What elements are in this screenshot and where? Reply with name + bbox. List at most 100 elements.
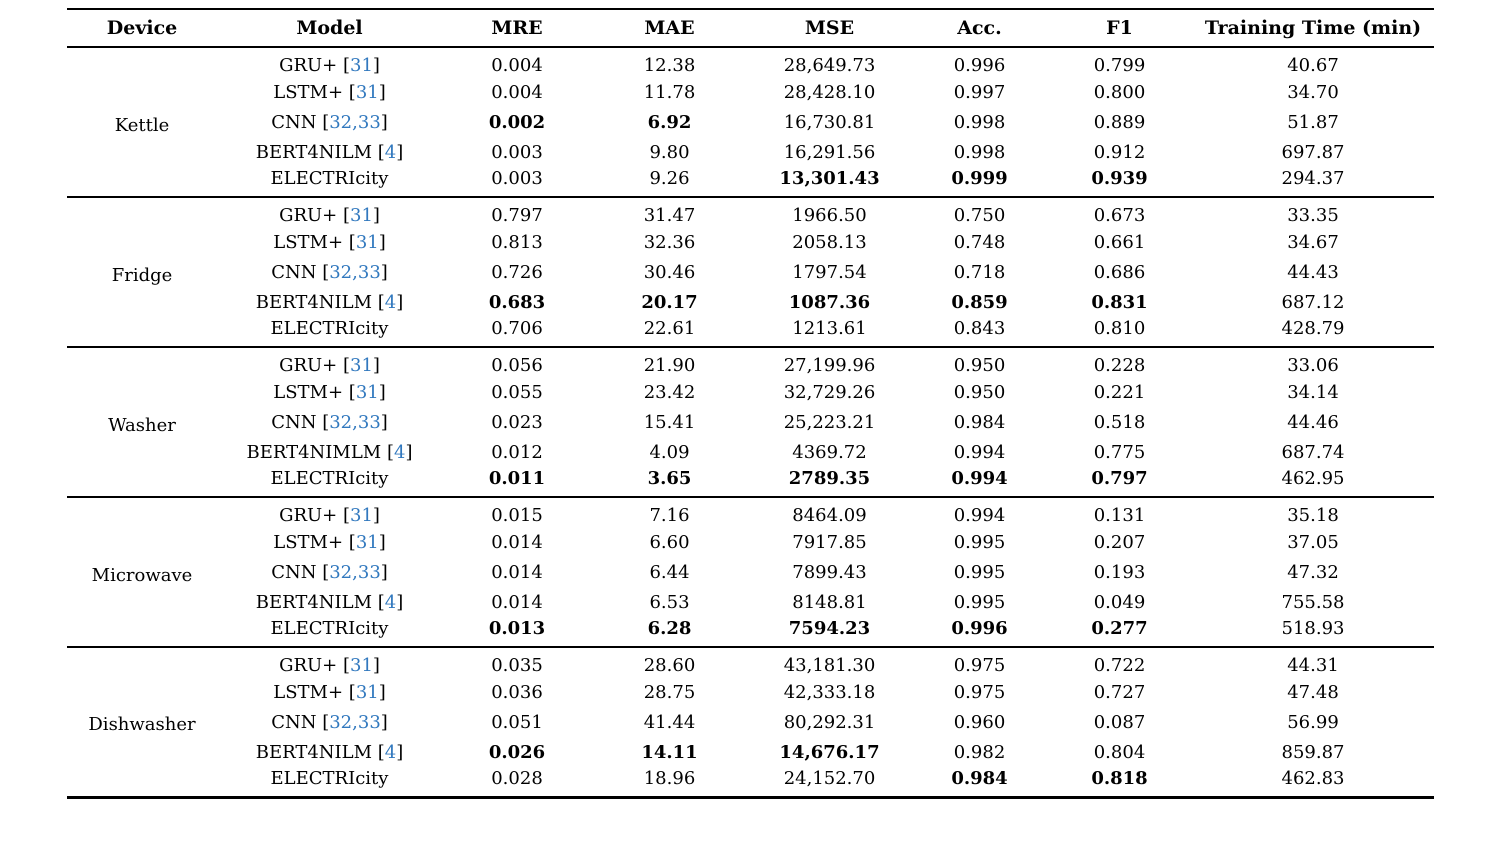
citation-link[interactable]: 31 [355, 531, 379, 553]
metric-cell: 24,152.70 [783, 767, 876, 789]
metric-cell: 0.813 [491, 231, 543, 253]
citation-link[interactable]: 31 [350, 205, 373, 226]
citation-link[interactable]: 32,33 [329, 711, 381, 733]
model-name: LSTM+ [273, 681, 344, 703]
metric-cell: 0.748 [953, 231, 1006, 253]
citation-link[interactable]: 32,33 [329, 111, 381, 133]
model-name: ELECTRIcity [270, 767, 389, 789]
metric-cell: 9.80 [649, 141, 690, 163]
metric-cell: 0.014 [491, 531, 543, 553]
model-name: GRU+ [279, 505, 338, 526]
metric-cell: 294.37 [1281, 168, 1345, 189]
metric-cell: 47.32 [1287, 561, 1339, 583]
model-cell: CNN [32,33] [271, 111, 388, 133]
metric-cell: 0.831 [1091, 291, 1148, 313]
table-row: BERT4NILM [4] 0.026 14.11 14,676.17 0.982 0.8… [67, 737, 1434, 767]
metric-cell: 15.41 [643, 411, 696, 433]
device-section: Microwave GRU+ [31] 0.015 7.16 8464.09 0.994 0… [67, 497, 1434, 647]
metric-cell: 0.014 [491, 561, 543, 583]
citation-link[interactable]: 32,33 [329, 411, 381, 433]
metric-cell: 0.087 [1093, 711, 1146, 733]
metric-cell: 0.035 [491, 655, 543, 676]
metric-cell: 0.975 [953, 655, 1006, 676]
metric-cell: 0.221 [1093, 381, 1146, 403]
metric-cell: 80,292.31 [783, 711, 876, 733]
metric-cell: 0.998 [953, 141, 1006, 163]
metric-cell: 27,199.96 [783, 355, 876, 376]
model-cell: BERT4NILM [4] [255, 741, 404, 763]
metric-cell: 7917.85 [792, 531, 867, 553]
metric-cell: 20.17 [641, 291, 698, 313]
citation-link[interactable]: 4 [384, 591, 397, 613]
metric-cell: 0.131 [1093, 505, 1146, 526]
column-header-acc: Acc. [957, 17, 1002, 39]
metric-cell: 0.686 [1093, 261, 1146, 283]
citation-link[interactable]: 4 [384, 291, 397, 313]
table-row: CNN [32,33] 0.014 6.44 7899.43 0.995 0.193 47.… [67, 557, 1434, 587]
table-row: CNN [32,33] 0.002 6.92 16,730.81 0.998 0.889 5… [67, 107, 1434, 137]
model-cell: ELECTRIcity [217, 617, 442, 647]
citation-link[interactable]: 31 [355, 681, 379, 703]
model-name: GRU+ [279, 55, 338, 76]
metric-cell: 0.999 [951, 168, 1008, 189]
metric-cell: 0.049 [1093, 591, 1146, 613]
citation-link[interactable]: 32,33 [329, 261, 381, 283]
model-cell: BERT4NIMLM [4] [246, 441, 413, 463]
metric-cell: 697.87 [1281, 141, 1345, 163]
metric-cell: 0.207 [1093, 531, 1146, 553]
metric-cell: 0.994 [951, 468, 1008, 489]
model-cell: ELECTRIcity [217, 767, 442, 797]
table-header: Device Model MRE MAE MSE Acc. F1 Trainin… [67, 9, 1434, 47]
metric-cell: 33.35 [1287, 205, 1339, 226]
citation-link[interactable]: 31 [350, 55, 373, 76]
metric-cell: 0.996 [951, 618, 1008, 639]
model-cell: CNN [32,33] [271, 561, 388, 583]
metric-cell: 0.982 [953, 741, 1006, 763]
table-row: BERT4NILM [4] 0.683 20.17 1087.36 0.859 0.831… [67, 287, 1434, 317]
metric-cell: 0.003 [491, 168, 543, 189]
column-header-training-time: Training Time (min) [1204, 17, 1422, 39]
table-row: ELECTRIcity 0.706 22.61 1213.61 0.843 0.810 42… [67, 317, 1434, 347]
metric-cell: 6.60 [649, 531, 690, 553]
citation-link[interactable]: 31 [355, 231, 379, 253]
metric-cell: 755.58 [1281, 591, 1345, 613]
metric-cell: 1797.54 [792, 261, 867, 283]
citation-link[interactable]: 31 [355, 381, 379, 403]
column-header-mre: MRE [491, 17, 543, 39]
column-header-mae: MAE [644, 17, 695, 39]
citation-link[interactable]: 31 [350, 655, 373, 676]
model-cell: CNN [32,33] [271, 261, 388, 283]
table-row: LSTM+ [31] 0.036 28.75 42,333.18 0.975 0.727 4… [67, 677, 1434, 707]
metric-cell: 0.818 [1091, 767, 1148, 789]
metric-cell: 0.975 [953, 681, 1006, 703]
model-name: ELECTRIcity [270, 168, 389, 189]
citation-link[interactable]: 31 [350, 505, 373, 526]
model-name: LSTM+ [273, 381, 344, 403]
citation-link[interactable]: 4 [394, 441, 406, 463]
metric-cell: 0.960 [953, 711, 1006, 733]
metric-cell: 6.44 [649, 561, 690, 583]
metric-cell: 44.31 [1287, 655, 1339, 676]
metric-cell: 428.79 [1281, 318, 1345, 339]
metric-cell: 0.011 [488, 468, 546, 489]
metric-cell: 28.75 [643, 681, 696, 703]
citation-link[interactable]: 32,33 [329, 561, 381, 583]
metric-cell: 6.92 [647, 111, 692, 133]
metric-cell: 7.16 [649, 505, 690, 526]
model-name: CNN [271, 111, 317, 133]
device-cell: Fridge [111, 264, 173, 286]
metric-cell: 0.026 [488, 741, 546, 763]
model-name: BERT4NILM [255, 591, 373, 613]
model-cell: LSTM+ [31] [273, 81, 386, 103]
citation-link[interactable]: 31 [350, 355, 373, 376]
citation-link[interactable]: 4 [384, 141, 397, 163]
model-cell: GRU+ [31] [279, 655, 380, 676]
citation-link[interactable]: 4 [384, 741, 397, 763]
metric-cell: 0.995 [953, 531, 1006, 553]
metric-cell: 9.26 [649, 168, 690, 189]
citation-link[interactable]: 31 [355, 81, 379, 103]
model-name: CNN [271, 261, 317, 283]
metric-cell: 35.18 [1287, 505, 1339, 526]
metric-cell: 1966.50 [792, 205, 867, 226]
metric-cell: 8464.09 [792, 505, 867, 526]
